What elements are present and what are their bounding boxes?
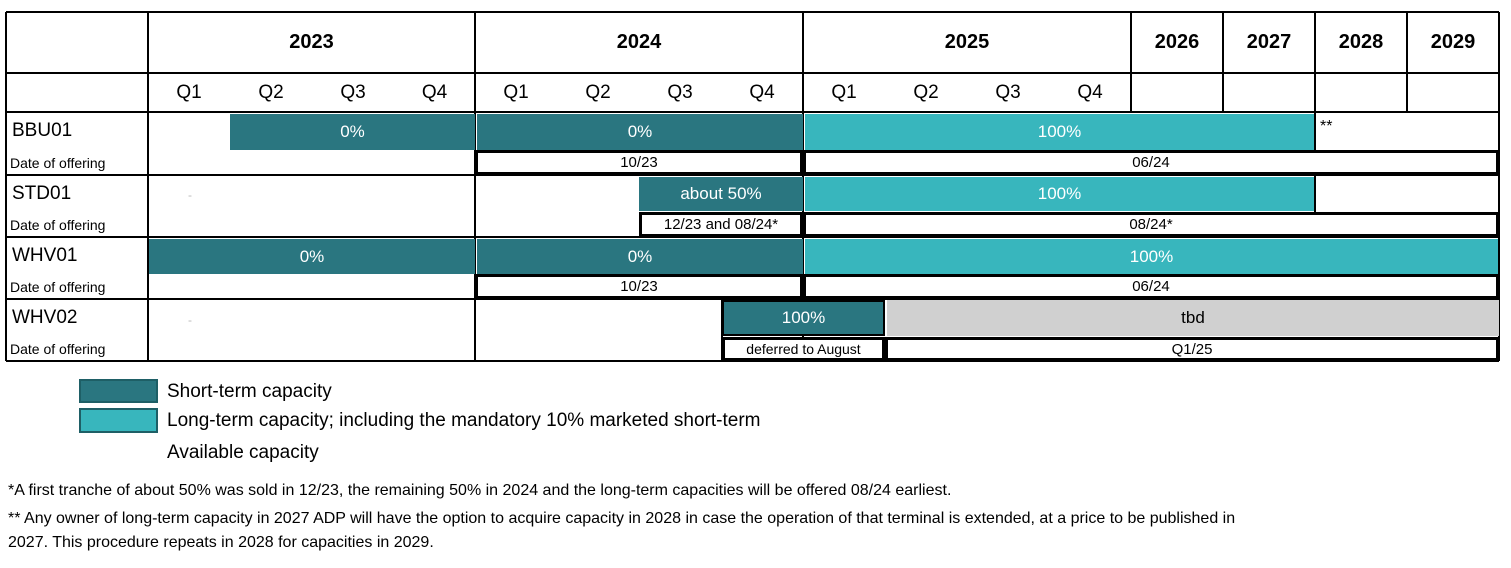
legend-long-term-swatch: [79, 408, 158, 433]
whv02-tbd-bar: tbd: [887, 300, 1499, 336]
whv02-short-term-bar: 100%: [722, 300, 885, 336]
year-2026: 2026: [1154, 31, 1200, 53]
quarter-2023-q2: Q2: [258, 81, 284, 103]
quarter-2024-q2: Q2: [585, 81, 611, 103]
legend-long-term-label: Long-term capacity; including the mandat…: [167, 410, 761, 431]
whv01-offering-date-1: 10/23: [475, 274, 803, 299]
year-2025: 2025: [944, 31, 990, 53]
std01-long-term-bar: 100%: [805, 177, 1314, 211]
date-of-offering-label-std01: Date of offering: [10, 217, 106, 233]
row-label-whv02: WHV02: [12, 307, 78, 328]
quarter-2025-q2: Q2: [913, 81, 939, 103]
quarter-2024-q4: Q4: [749, 81, 775, 103]
std01-offering-date-1: 12/23 and 08/24*: [639, 212, 803, 237]
bbu01-short-term-bar-2024: 0%: [477, 114, 803, 150]
footnote-1: *A first tranche of about 50% was sold i…: [8, 482, 952, 499]
whv02-offering-date-1: deferred to August: [722, 337, 885, 361]
date-of-offering-label-bbu01: Date of offering: [10, 154, 106, 171]
whv01-short-term-bar-2024: 0%: [477, 239, 803, 274]
bbu01-note-marker: **: [1320, 118, 1333, 135]
quarter-2023-q1: Q1: [176, 81, 202, 103]
year-2024: 2024: [616, 31, 662, 53]
whv02-no-capacity-dash: -: [188, 313, 192, 327]
date-of-offering-label-whv01: Date of offering: [10, 279, 106, 295]
year-2027: 2027: [1246, 31, 1292, 53]
quarter-2025-q1: Q1: [831, 81, 857, 103]
quarter-2025-q4: Q4: [1077, 81, 1103, 103]
bbu01-offering-date-2: 06/24: [803, 150, 1499, 175]
row-label-whv01: WHV01: [12, 245, 78, 266]
whv02-offering-date-2: Q1/25: [885, 337, 1499, 361]
whv01-offering-date-2: 06/24: [803, 274, 1499, 299]
quarter-2023-q3: Q3: [340, 81, 366, 103]
quarter-2023-q4: Q4: [421, 81, 448, 103]
bbu01-long-term-bar: 100%: [805, 114, 1314, 150]
row-label-bbu01: BBU01: [12, 120, 73, 141]
bbu01-short-term-bar-2023: 0%: [230, 114, 475, 150]
std01-no-capacity-dash: -: [188, 188, 192, 202]
year-2029: 2029: [1430, 31, 1476, 53]
legend-short-term-swatch: [79, 379, 158, 403]
bbu01-offering-date-1: 10/23: [475, 150, 803, 175]
year-2023: 2023: [289, 31, 334, 53]
footnote-2-line-1: ** Any owner of long-term capacity in 20…: [8, 510, 1236, 527]
quarter-2025-q3: Q3: [995, 81, 1021, 103]
year-2028: 2028: [1338, 31, 1384, 53]
quarter-2024-q3: Q3: [667, 81, 693, 103]
whv01-short-term-bar-2023: 0%: [149, 239, 475, 274]
whv01-long-term-bar: 100%: [805, 239, 1498, 274]
quarter-2024-q1: Q1: [503, 81, 529, 103]
date-of-offering-label-whv02: Date of offering: [10, 341, 106, 357]
std01-offering-date-2: 08/24*: [803, 212, 1499, 237]
std01-short-term-bar: about 50%: [639, 177, 803, 211]
legend-short-term-label: Short-term capacity: [167, 381, 332, 402]
row-label-std01: STD01: [12, 183, 72, 204]
legend-available-label: Available capacity: [167, 442, 319, 463]
footnote-2-line-2: 2027. This procedure repeats in 2028 for…: [8, 534, 434, 551]
